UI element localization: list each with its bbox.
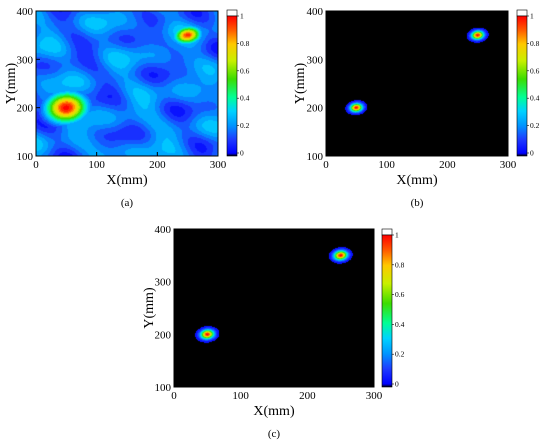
x-tick-label: 100 <box>378 159 395 171</box>
colorbar-top-cap <box>226 9 238 17</box>
colorbar <box>381 234 393 388</box>
plot-frame <box>173 228 375 388</box>
colorbar <box>226 15 238 157</box>
colorbar-top-cap <box>516 9 528 17</box>
x-tick-label: 100 <box>232 390 249 402</box>
heatmap-image <box>326 11 508 156</box>
heatmap-image <box>36 11 218 156</box>
colorbar-tick-label: 0.4 <box>395 320 405 329</box>
plot-frame <box>325 10 509 157</box>
x-axis-label: X(mm) <box>396 173 438 188</box>
y-tick-label: 200 <box>307 103 324 115</box>
plot-frame <box>35 10 219 157</box>
colorbar-tick-label: 0.2 <box>395 350 405 359</box>
x-tick-label: 0 <box>171 390 177 402</box>
x-tick-label: 0 <box>33 159 39 171</box>
colorbar <box>516 15 528 157</box>
colorbar-tick-label: 0 <box>530 149 534 158</box>
colorbar-tick-label: 0.8 <box>240 39 250 48</box>
y-tick-label: 100 <box>155 382 172 394</box>
x-tick-label: 300 <box>500 159 517 171</box>
x-tick-label: 200 <box>299 390 316 402</box>
y-tick-label: 300 <box>17 54 34 66</box>
x-tick-label: 200 <box>149 159 166 171</box>
colorbar-top-cap <box>381 228 393 236</box>
panel-label: (a) <box>121 197 134 209</box>
y-tick-label: 400 <box>155 224 172 236</box>
colorbar-tick-label: 0.6 <box>395 290 405 299</box>
y-tick-label: 400 <box>17 6 34 18</box>
y-tick-label: 200 <box>17 103 34 115</box>
y-axis-label: Y(mm) <box>4 63 19 105</box>
y-axis-label: Y(mm) <box>293 63 308 105</box>
y-tick-label: 400 <box>307 6 324 18</box>
panel-c: 0 100 200 300100200300400X(mm)Y(mm)(c)00.20… <box>142 224 405 440</box>
colorbar-tick-label: 0.4 <box>530 94 540 103</box>
panel-label: (b) <box>411 197 424 209</box>
colorbar-tick-label: 1 <box>395 231 399 240</box>
colorbar-tick-label: 0.4 <box>240 94 250 103</box>
x-tick-label: 100 <box>88 159 105 171</box>
colorbar-tick-label: 0 <box>395 380 399 389</box>
y-tick-label: 100 <box>307 151 324 163</box>
heatmap-image <box>174 229 374 387</box>
x-axis-label: X(mm) <box>106 173 148 188</box>
colorbar-tick-label: 0.2 <box>530 121 540 130</box>
x-tick-label: 300 <box>366 390 383 402</box>
y-tick-label: 300 <box>155 277 172 289</box>
colorbar-tick-label: 0.6 <box>530 66 540 75</box>
y-tick-label: 300 <box>307 54 324 66</box>
colorbar-tick-label: 0 <box>240 149 244 158</box>
y-tick-label: 100 <box>17 151 34 163</box>
colorbar-tick-label: 0.6 <box>240 66 250 75</box>
panel-a: 0 100 200 300100200300400X(mm)Y(mm)(a)00.20… <box>4 6 250 209</box>
colorbar-tick-label: 0.2 <box>240 121 250 130</box>
colorbar-tick-label: 0.8 <box>530 39 540 48</box>
panel-b: 0 100 200 300100200300400X(mm)Y(mm)(b)00.20… <box>293 6 540 209</box>
x-axis-label: X(mm) <box>253 404 295 419</box>
y-axis-label: Y(mm) <box>142 287 157 329</box>
colorbar-tick-label: 0.8 <box>395 260 405 269</box>
y-tick-label: 200 <box>155 329 172 341</box>
colorbar-tick-label: 1 <box>240 12 244 21</box>
x-tick-label: 0 <box>323 159 329 171</box>
panel-label: (c) <box>268 428 281 440</box>
colorbar-tick-label: 1 <box>530 12 534 21</box>
x-tick-label: 300 <box>210 159 227 171</box>
x-tick-label: 200 <box>439 159 456 171</box>
